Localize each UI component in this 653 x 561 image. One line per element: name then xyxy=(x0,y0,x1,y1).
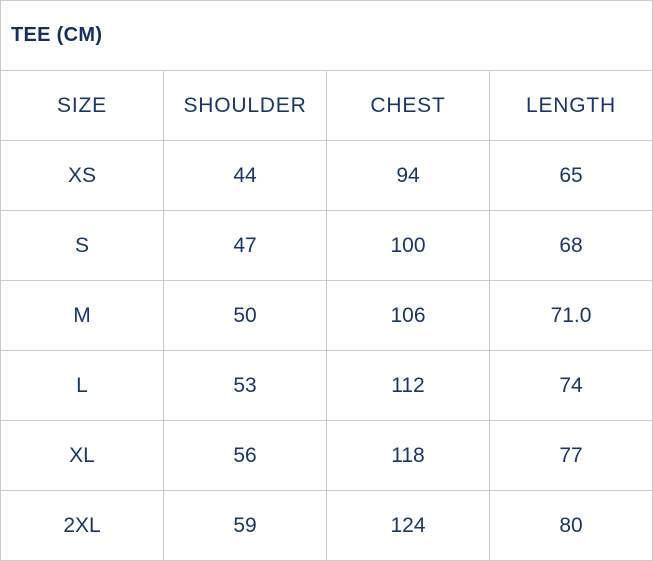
table-row-l: L 53 112 74 xyxy=(0,350,653,421)
header-row: SIZE SHOULDER CHEST LENGTH xyxy=(0,70,653,141)
cell-shoulder: 59 xyxy=(163,490,327,561)
cell-length: 65 xyxy=(489,140,653,211)
cell-chest: 100 xyxy=(326,210,490,281)
cell-size: XL xyxy=(0,420,164,491)
table-row-xl: XL 56 118 77 xyxy=(0,420,653,491)
cell-shoulder: 56 xyxy=(163,420,327,491)
cell-length: 77 xyxy=(489,420,653,491)
cell-chest: 118 xyxy=(326,420,490,491)
table-row-m: M 50 106 71.0 xyxy=(0,280,653,351)
header-cell-chest: CHEST xyxy=(326,70,490,141)
cell-size: S xyxy=(0,210,164,281)
cell-size: 2XL xyxy=(0,490,164,561)
cell-size: XS xyxy=(0,140,164,211)
table-row-xs: XS 44 94 65 xyxy=(0,140,653,211)
header-cell-size: SIZE xyxy=(0,70,164,141)
chart-title: TEE (CM) xyxy=(0,0,653,71)
cell-chest: 112 xyxy=(326,350,490,421)
cell-chest: 94 xyxy=(326,140,490,211)
cell-size: L xyxy=(0,350,164,421)
cell-shoulder: 53 xyxy=(163,350,327,421)
cell-chest: 106 xyxy=(326,280,490,351)
table-row-s: S 47 100 68 xyxy=(0,210,653,281)
table-row-2xl: 2XL 59 124 80 xyxy=(0,490,653,561)
cell-length: 80 xyxy=(489,490,653,561)
cell-length: 74 xyxy=(489,350,653,421)
cell-length: 68 xyxy=(489,210,653,281)
cell-length: 71.0 xyxy=(489,280,653,351)
cell-shoulder: 50 xyxy=(163,280,327,351)
header-cell-length: LENGTH xyxy=(489,70,653,141)
cell-chest: 124 xyxy=(326,490,490,561)
header-cell-shoulder: SHOULDER xyxy=(163,70,327,141)
cell-shoulder: 47 xyxy=(163,210,327,281)
cell-shoulder: 44 xyxy=(163,140,327,211)
title-row: TEE (CM) xyxy=(0,0,653,71)
cell-size: M xyxy=(0,280,164,351)
